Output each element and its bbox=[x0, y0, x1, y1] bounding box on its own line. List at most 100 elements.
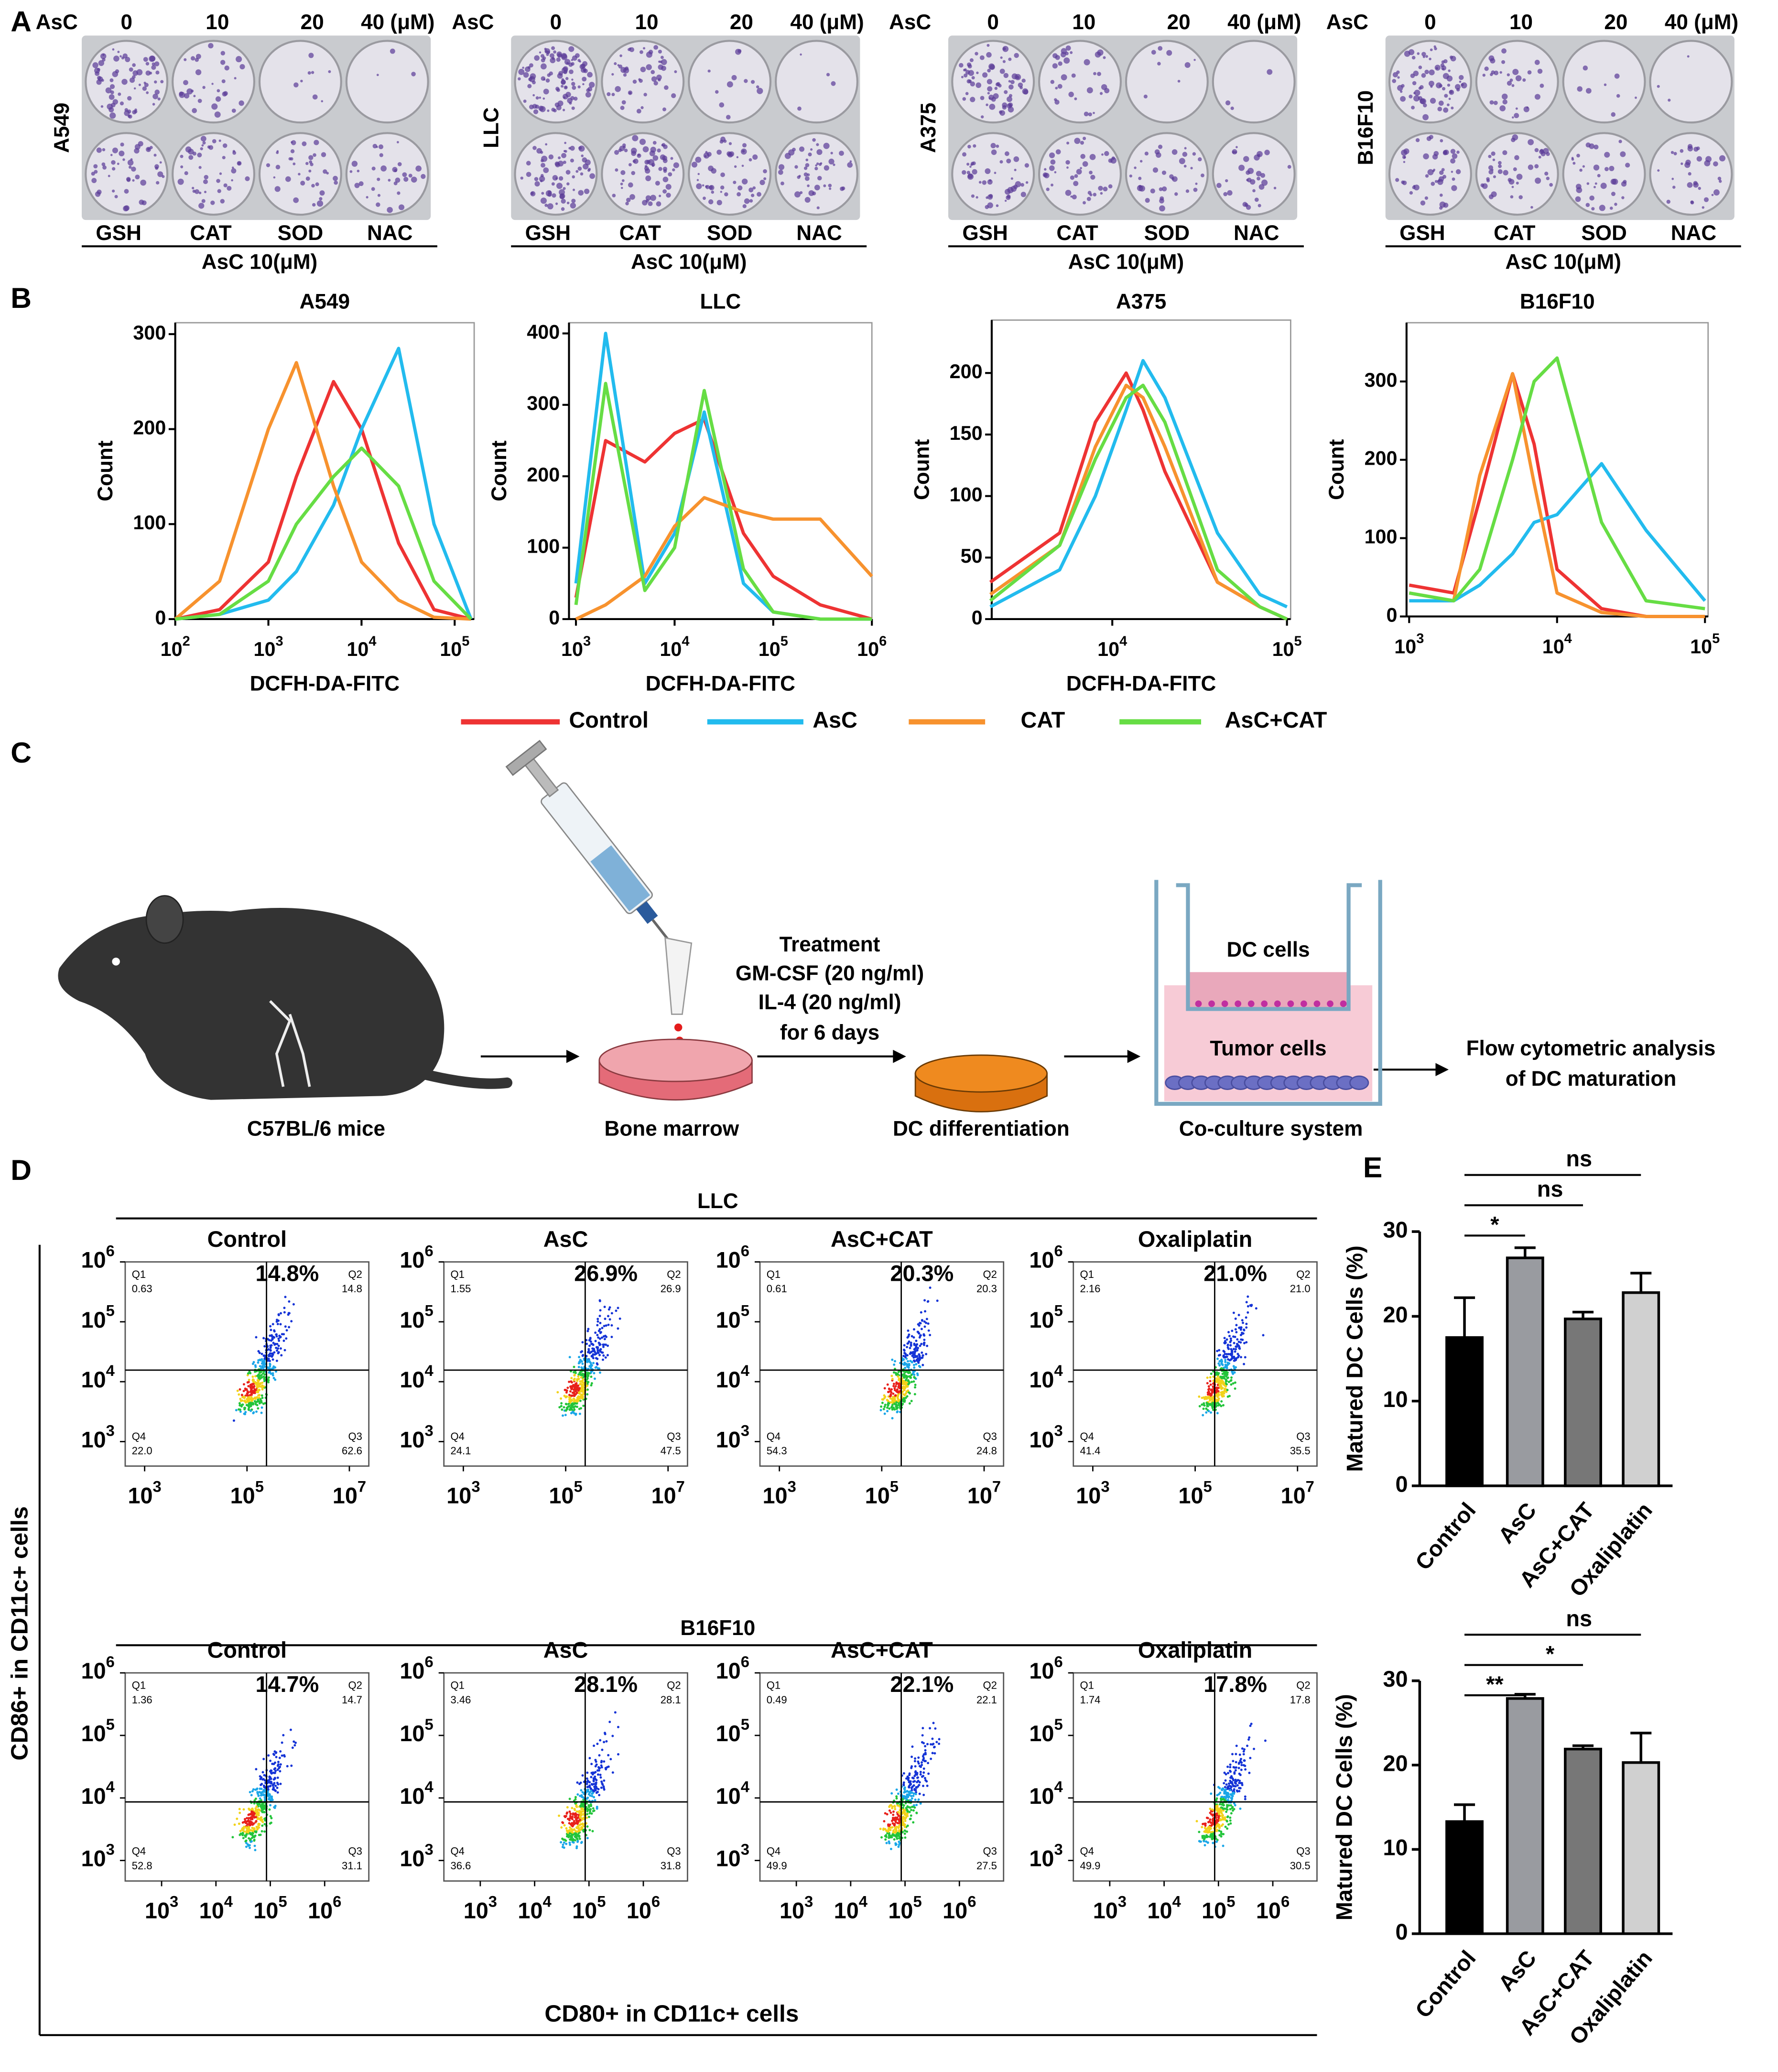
colony bbox=[135, 174, 140, 180]
event-dot bbox=[248, 1813, 251, 1816]
event-dot bbox=[1219, 1386, 1222, 1389]
rescue-label: CAT bbox=[1494, 221, 1535, 245]
quadrant-name: Q1 bbox=[451, 1679, 465, 1691]
event-dot bbox=[586, 1771, 589, 1774]
event-dot bbox=[590, 1776, 593, 1778]
event-dot bbox=[262, 1793, 265, 1796]
event-dot bbox=[576, 1386, 579, 1389]
event-dot bbox=[587, 1815, 590, 1818]
dose-label: 40 (μM) bbox=[1665, 11, 1738, 34]
event-dot bbox=[570, 1386, 573, 1389]
event-dot bbox=[603, 1779, 606, 1782]
quadrant-value: 20.3 bbox=[976, 1283, 997, 1295]
event-dot bbox=[1224, 1361, 1227, 1363]
colony bbox=[1108, 184, 1113, 189]
event-dot bbox=[590, 1789, 593, 1792]
event-dot bbox=[273, 1754, 276, 1756]
event-dot bbox=[1218, 1349, 1221, 1352]
colony bbox=[644, 160, 650, 165]
colony bbox=[1070, 175, 1074, 180]
colony bbox=[1511, 84, 1515, 87]
event-dot bbox=[261, 1810, 264, 1813]
tick-base: 10 bbox=[716, 1367, 741, 1392]
event-dot bbox=[274, 1784, 277, 1787]
colony bbox=[1004, 151, 1009, 156]
event-dot bbox=[610, 1324, 613, 1327]
event-dot bbox=[572, 1384, 575, 1387]
event-dot bbox=[596, 1769, 599, 1772]
colony bbox=[532, 94, 535, 97]
quadrant-value: 14.7 bbox=[342, 1694, 362, 1706]
colony bbox=[1054, 98, 1057, 101]
colony bbox=[1104, 88, 1110, 94]
event-dot bbox=[1221, 1377, 1224, 1380]
colony bbox=[198, 166, 202, 169]
event-dot bbox=[280, 1312, 282, 1315]
colony bbox=[611, 93, 615, 97]
colony bbox=[1195, 182, 1198, 185]
event-dot bbox=[261, 1771, 264, 1774]
event-dot bbox=[1206, 1405, 1209, 1407]
event-dot bbox=[291, 1746, 294, 1749]
event-dot bbox=[915, 1791, 918, 1794]
event-dot bbox=[273, 1777, 276, 1779]
event-dot bbox=[1230, 1812, 1233, 1815]
cell-line-label: B16F10 bbox=[1354, 90, 1377, 165]
colony bbox=[1171, 177, 1174, 180]
event-dot bbox=[585, 1789, 588, 1792]
event-dot bbox=[585, 1783, 588, 1786]
colony bbox=[1103, 186, 1108, 192]
colony bbox=[561, 198, 566, 204]
event-dot bbox=[903, 1349, 906, 1352]
colony bbox=[976, 196, 978, 199]
event-dot bbox=[922, 1343, 925, 1346]
event-dot bbox=[1225, 1378, 1227, 1381]
colony bbox=[223, 183, 228, 187]
event-dot bbox=[891, 1417, 894, 1419]
tick-label: 104 bbox=[81, 1778, 115, 1809]
colony bbox=[651, 163, 655, 167]
colony bbox=[1423, 153, 1429, 160]
event-dot bbox=[244, 1821, 247, 1824]
event-dot bbox=[586, 1393, 589, 1396]
colony bbox=[664, 85, 669, 90]
event-dot bbox=[1198, 1405, 1201, 1407]
event-dot bbox=[922, 1727, 924, 1730]
colony bbox=[643, 47, 646, 50]
colony bbox=[1493, 100, 1498, 105]
colony bbox=[566, 201, 570, 205]
event-dot bbox=[908, 1806, 911, 1809]
event-dot bbox=[596, 1320, 599, 1323]
colony bbox=[566, 182, 570, 185]
event-dot bbox=[1228, 1335, 1231, 1338]
event-dot bbox=[274, 1767, 277, 1770]
colony bbox=[1422, 55, 1425, 58]
colony bbox=[630, 147, 637, 154]
event-dot bbox=[585, 1777, 588, 1780]
treatment-text: IL-4 (20 ng/ml) bbox=[759, 991, 901, 1014]
event-dot bbox=[930, 1757, 932, 1760]
colony bbox=[826, 73, 830, 76]
colony bbox=[828, 158, 835, 164]
event-dot bbox=[245, 1845, 248, 1848]
event-dot bbox=[248, 1406, 250, 1409]
event-dot bbox=[260, 1783, 262, 1786]
tick-label: 106 bbox=[400, 1653, 433, 1684]
well bbox=[1562, 132, 1646, 216]
colony bbox=[191, 56, 195, 61]
colony bbox=[535, 104, 539, 109]
colony bbox=[1158, 144, 1163, 149]
event-dot bbox=[598, 1315, 601, 1318]
colony bbox=[177, 178, 184, 185]
event-dot bbox=[1242, 1753, 1245, 1756]
event-dot bbox=[560, 1405, 563, 1407]
colony bbox=[188, 155, 194, 160]
colony bbox=[201, 199, 206, 203]
colony bbox=[1177, 79, 1181, 83]
event-dot bbox=[283, 1311, 286, 1314]
colony bbox=[1538, 155, 1541, 159]
event-dot bbox=[282, 1734, 285, 1736]
event-dot bbox=[919, 1321, 921, 1324]
colony bbox=[569, 69, 574, 75]
tick-label: 105 bbox=[716, 1301, 749, 1332]
